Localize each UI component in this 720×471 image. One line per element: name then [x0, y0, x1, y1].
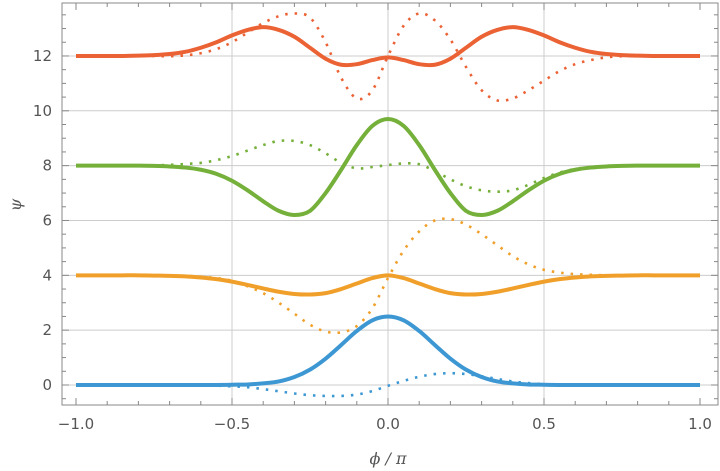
series-line-n3-dotted — [75, 12, 700, 103]
x-tick-label: 1.0 — [688, 415, 712, 433]
x-tick-label: 0.5 — [532, 415, 556, 433]
grid — [62, 3, 718, 405]
series-line-n2-solid — [76, 117, 700, 217]
series-line-n2-dotted — [76, 139, 700, 193]
x-tick-label: −0.5 — [214, 415, 250, 433]
y-tick-label: 12 — [33, 47, 52, 65]
y-tick-label: 6 — [42, 211, 52, 229]
ticks: −1.0 −0.5 0.0 0.5 1.0 0 2 4 6 8 10 12 — [33, 3, 718, 433]
x-axis-label: ϕ / π — [370, 449, 407, 468]
y-axis-label: ψ — [6, 198, 25, 211]
y-tick-label: 2 — [42, 321, 52, 339]
y-tick-label: 10 — [33, 102, 52, 120]
y-tick-label: 8 — [42, 157, 52, 175]
plot-frame — [61, 2, 719, 406]
series-line-n0-dotted — [76, 371, 700, 398]
x-tick-label: −1.0 — [58, 415, 94, 433]
series-group — [75, 12, 700, 398]
y-tick-label: 4 — [42, 266, 52, 284]
series-line-n3-solid — [75, 25, 700, 68]
x-tick-label: 0.0 — [376, 415, 400, 433]
y-tick-label: 0 — [42, 376, 52, 394]
series-line-n1-dotted — [76, 217, 700, 335]
